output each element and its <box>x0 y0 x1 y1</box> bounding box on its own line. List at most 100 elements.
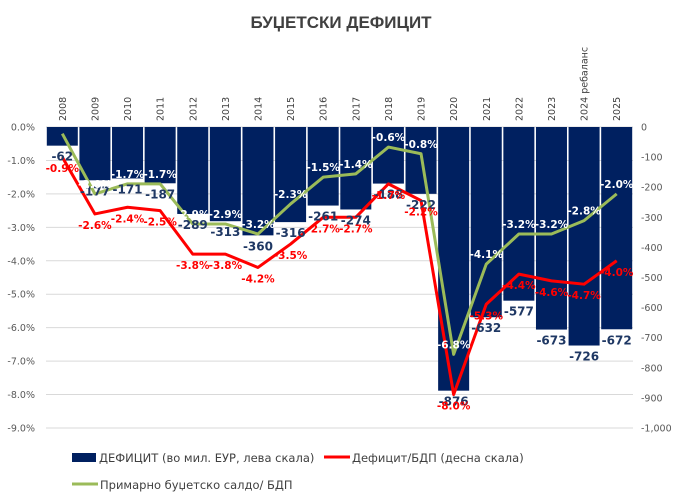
bar-value-label: -62 <box>51 150 73 164</box>
ratio-value-label: -8.0% <box>437 401 471 413</box>
category-label: 2023 <box>547 97 558 121</box>
left-tick-label: -7.0% <box>7 357 35 368</box>
category-label: 2008 <box>58 97 69 121</box>
bar-value-label: -316 <box>276 226 306 240</box>
bar-value-label: -289 <box>178 218 208 232</box>
bar-value-label: -672 <box>602 333 632 347</box>
primary-value-label: -2.9% <box>176 209 210 221</box>
category-label: 2022 <box>514 97 525 121</box>
ratio-value-label: -4.4% <box>502 280 536 292</box>
right-tick-label: -600 <box>641 303 663 314</box>
bar-value-label: -177 <box>80 184 110 198</box>
category-label: 2019 <box>417 97 428 121</box>
right-tick-label: -900 <box>641 393 663 404</box>
primary-value-label: -2.0% <box>600 179 634 191</box>
ratio-lines <box>60 132 618 397</box>
ratio-value-label: -4.7% <box>567 290 601 302</box>
legend-label-ratio: Дефицит/БДП (десна скала) <box>352 451 524 465</box>
deficit-bar <box>112 127 144 179</box>
category-label: 2018 <box>384 97 395 121</box>
right-tick-label: -400 <box>641 243 663 254</box>
primary-value-label: -4.1% <box>470 249 504 261</box>
category-axis: 2008 2009 2010 2011 2012 2013 2014 2015 2016 2017… <box>58 47 623 121</box>
ratio-value-label: -2.7% <box>339 223 373 235</box>
category-label: 2025 <box>612 97 623 121</box>
deficit-bar <box>601 127 633 330</box>
primary-value-label: -3.2% <box>535 219 569 231</box>
legend: ДЕФИЦИТ (во мил. ЕУР, лева скала) Дефици… <box>72 451 524 492</box>
left-tick-label: -1.0% <box>7 156 35 167</box>
deficit-bar <box>503 127 535 301</box>
ratio-value-label: -2.5% <box>143 217 177 229</box>
ratio-value-label: -0.9% <box>46 163 80 175</box>
ratio-value-label: -5.3% <box>470 310 504 322</box>
ratio-value-label: -1.7% <box>372 190 406 202</box>
primary-value-label: -3.2% <box>502 219 536 231</box>
bar-value-label: -673 <box>536 334 566 348</box>
right-axis: 0 -100 -200 -300 -400 -500 -600 -700 -800 -900 -1,… <box>641 123 672 435</box>
bar-value-label: -222 <box>406 198 436 212</box>
deficit-bar <box>209 127 241 222</box>
chart-title: БУЏЕТСКИ ДЕФИЦИТ <box>250 13 432 32</box>
deficit-bar <box>568 127 600 346</box>
left-tick-label: -5.0% <box>7 290 35 301</box>
deficit-bar <box>177 127 209 214</box>
primary-value-label: -2.0% <box>78 179 112 191</box>
primary-value-label: -3.2% <box>241 219 275 231</box>
category-label: 2017 <box>351 97 362 121</box>
category-label: 2020 <box>449 97 460 121</box>
deficit-bar <box>79 127 111 181</box>
primary-value-label: -0.8% <box>404 139 438 151</box>
primary-value-label: -6.8% <box>437 339 471 351</box>
left-tick-label: 0.0% <box>11 123 35 134</box>
bar-value-label: -726 <box>569 350 599 364</box>
left-tick-label: -8.0% <box>7 390 35 401</box>
bar-value-label: -261 <box>308 210 338 224</box>
bar-value-label: -360 <box>243 239 273 253</box>
bar-value-label: -188 <box>373 188 403 202</box>
primary-value-label: -1.5% <box>306 162 340 174</box>
bar-value-label: -187 <box>145 187 175 201</box>
ratio-value-label: -4.6% <box>535 287 569 299</box>
gridlines <box>46 126 633 429</box>
category-label: 2021 <box>482 97 493 121</box>
right-tick-label: -200 <box>641 183 663 194</box>
category-label: 2014 <box>253 97 264 121</box>
ratio-value-label: -4.2% <box>241 273 275 285</box>
left-tick-label: -9.0% <box>7 424 35 435</box>
deficit-ratio-line <box>61 156 618 397</box>
ratio-value-label: -2.7% <box>306 223 340 235</box>
primary-balance-line <box>60 132 618 356</box>
right-tick-label: -300 <box>641 213 663 224</box>
right-tick-label: -800 <box>641 363 663 374</box>
category-label: 2024 ребаланс <box>580 47 591 121</box>
right-tick-label: -100 <box>641 153 663 164</box>
ratio-value-label: -4.0% <box>600 267 634 279</box>
bar-value-label: -632 <box>471 321 501 335</box>
primary-value-label: -2.9% <box>209 209 243 221</box>
left-tick-label: -6.0% <box>7 323 35 334</box>
category-label: 2015 <box>286 97 297 121</box>
primary-value-label: -1.4% <box>339 159 373 171</box>
ratio-value-label: -3.8% <box>176 260 210 272</box>
category-label: 2010 <box>123 97 134 121</box>
category-label: 2013 <box>221 97 232 121</box>
deficit-bar <box>340 127 372 210</box>
legend-swatch-deficit <box>72 453 96 462</box>
legend-label-deficit: ДЕФИЦИТ (во мил. ЕУР, лева скала) <box>99 451 314 465</box>
bar-value-label: -577 <box>504 305 534 319</box>
primary-value-label: -2.8% <box>567 206 601 218</box>
deficit-bar <box>275 127 307 223</box>
left-tick-label: -3.0% <box>7 223 35 234</box>
left-axis: 0.0% -1.0% -2.0% -3.0% -4.0% -5.0% -6.0% -7.0% -… <box>7 123 35 435</box>
left-tick-label: -2.0% <box>7 189 35 200</box>
deficit-bar <box>144 127 176 184</box>
category-label: 2009 <box>90 97 101 121</box>
legend-label-primary: Примарно буџетско салдо/ БДП <box>100 478 293 492</box>
ratio-value-label: -2.6% <box>78 220 112 232</box>
ratio-value-label: -2.4% <box>111 213 145 225</box>
ratio-value-label: -3.5% <box>274 250 308 262</box>
primary-value-label: -0.6% <box>372 132 406 144</box>
bar-value-label: -171 <box>113 182 143 196</box>
category-label: 2012 <box>188 97 199 121</box>
